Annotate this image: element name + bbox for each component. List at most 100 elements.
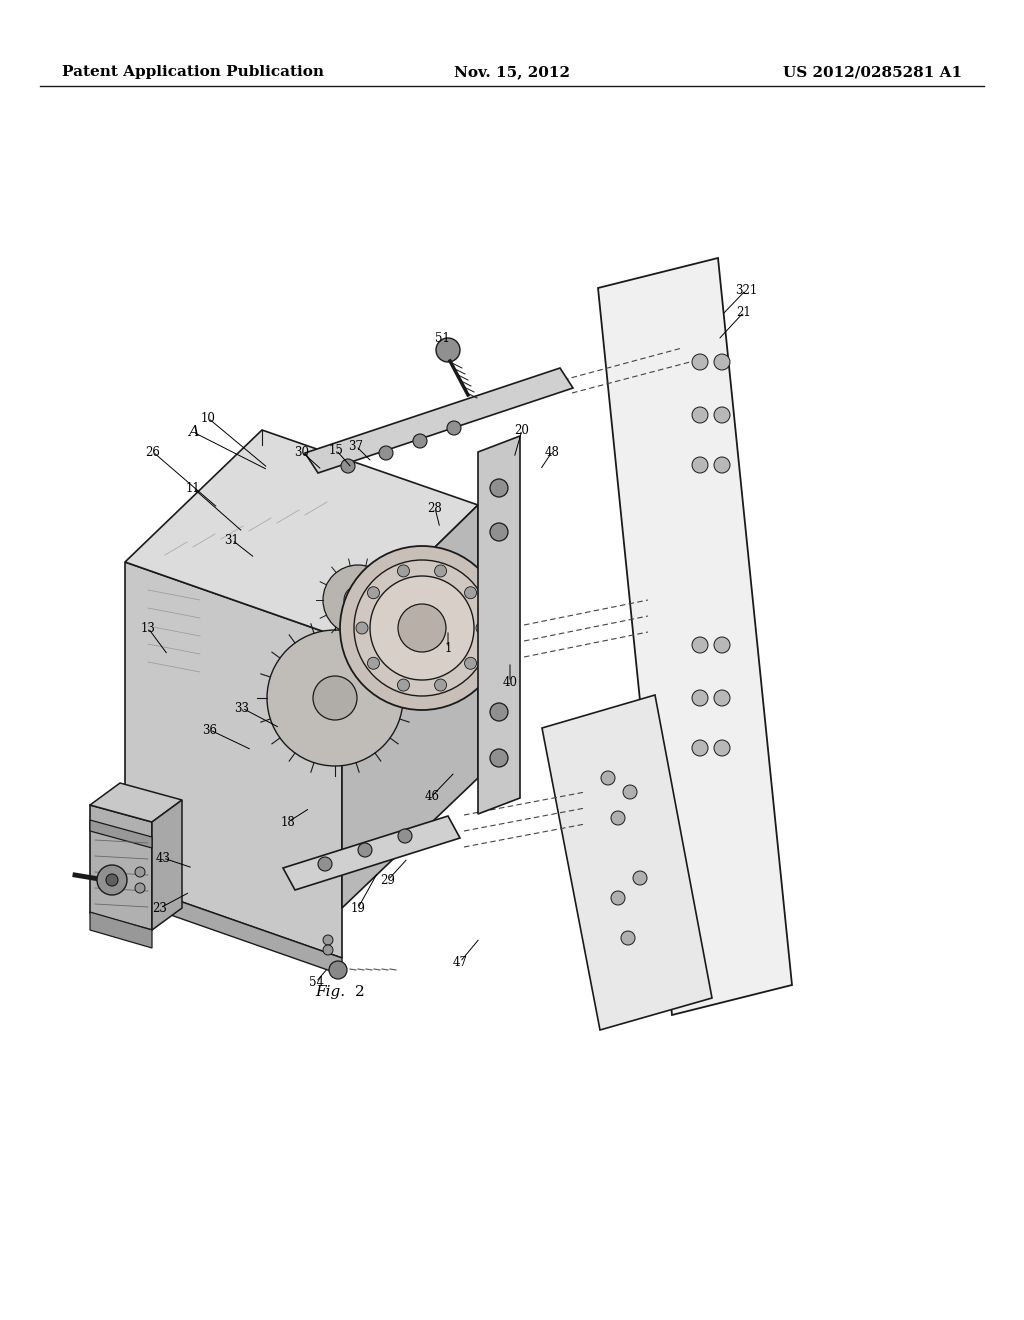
Circle shape	[368, 586, 380, 599]
Text: 54: 54	[308, 975, 324, 989]
Text: 321: 321	[735, 284, 757, 297]
Circle shape	[601, 771, 615, 785]
Circle shape	[106, 874, 118, 886]
Text: 46: 46	[425, 789, 439, 803]
Polygon shape	[598, 257, 792, 1015]
Circle shape	[633, 871, 647, 884]
Circle shape	[398, 605, 446, 652]
Circle shape	[323, 935, 333, 945]
Polygon shape	[90, 783, 182, 822]
Circle shape	[476, 622, 488, 634]
Text: 15: 15	[329, 444, 343, 457]
Circle shape	[692, 407, 708, 422]
Circle shape	[434, 565, 446, 577]
Text: 10: 10	[201, 412, 215, 425]
Circle shape	[434, 678, 446, 692]
Text: 48: 48	[545, 446, 559, 458]
Circle shape	[370, 576, 474, 680]
Text: 51: 51	[434, 331, 450, 345]
Circle shape	[490, 748, 508, 767]
Text: 23: 23	[153, 902, 168, 915]
Circle shape	[714, 741, 730, 756]
Text: US 2012/0285281 A1: US 2012/0285281 A1	[783, 65, 962, 79]
Circle shape	[714, 354, 730, 370]
Circle shape	[490, 479, 508, 498]
Circle shape	[611, 810, 625, 825]
Text: 29: 29	[381, 874, 395, 887]
Text: 18: 18	[281, 816, 295, 829]
Text: 43: 43	[156, 851, 171, 865]
Text: 28: 28	[428, 502, 442, 515]
Text: 40: 40	[503, 676, 517, 689]
Circle shape	[97, 865, 127, 895]
Text: 21: 21	[736, 305, 752, 318]
Circle shape	[358, 843, 372, 857]
Circle shape	[267, 630, 403, 766]
Circle shape	[397, 565, 410, 577]
Circle shape	[344, 586, 372, 614]
Circle shape	[398, 829, 412, 843]
Polygon shape	[542, 696, 712, 1030]
Circle shape	[490, 523, 508, 541]
Text: 11: 11	[185, 482, 201, 495]
Circle shape	[692, 690, 708, 706]
Text: 19: 19	[350, 902, 366, 915]
Text: Patent Application Publication: Patent Application Publication	[62, 65, 324, 79]
Text: 13: 13	[140, 622, 156, 635]
Circle shape	[323, 945, 333, 954]
Circle shape	[354, 560, 490, 696]
Circle shape	[436, 338, 460, 362]
Polygon shape	[125, 882, 342, 975]
Circle shape	[714, 638, 730, 653]
Text: 1: 1	[444, 642, 452, 655]
Text: 20: 20	[515, 424, 529, 437]
Text: 2: 2	[355, 985, 365, 999]
Circle shape	[318, 857, 332, 871]
Text: Nov. 15, 2012: Nov. 15, 2012	[454, 65, 570, 79]
Circle shape	[623, 785, 637, 799]
Polygon shape	[305, 368, 573, 473]
Polygon shape	[152, 800, 182, 931]
Circle shape	[397, 678, 410, 692]
Circle shape	[341, 459, 355, 473]
Circle shape	[692, 457, 708, 473]
Circle shape	[379, 446, 393, 459]
Circle shape	[611, 891, 625, 906]
Text: 31: 31	[224, 533, 240, 546]
Circle shape	[621, 931, 635, 945]
Circle shape	[714, 407, 730, 422]
Polygon shape	[125, 430, 478, 638]
Text: 47: 47	[453, 956, 468, 969]
Polygon shape	[90, 805, 152, 931]
Text: Fig.: Fig.	[315, 985, 345, 999]
Circle shape	[692, 354, 708, 370]
Polygon shape	[125, 562, 342, 958]
Text: 26: 26	[145, 446, 161, 458]
Circle shape	[368, 657, 380, 669]
Polygon shape	[342, 506, 478, 908]
Text: 30: 30	[295, 446, 309, 458]
Circle shape	[692, 741, 708, 756]
Polygon shape	[90, 912, 152, 948]
Text: A: A	[187, 425, 199, 440]
Circle shape	[465, 657, 476, 669]
Circle shape	[135, 867, 145, 876]
Circle shape	[323, 565, 393, 635]
Circle shape	[490, 704, 508, 721]
Polygon shape	[478, 436, 520, 814]
Circle shape	[329, 961, 347, 979]
Text: 36: 36	[203, 723, 217, 737]
Circle shape	[465, 586, 476, 599]
Circle shape	[313, 676, 357, 719]
Circle shape	[692, 638, 708, 653]
Polygon shape	[283, 816, 460, 890]
Text: 37: 37	[348, 440, 364, 453]
Circle shape	[340, 546, 504, 710]
Text: 33: 33	[234, 701, 250, 714]
Circle shape	[356, 622, 368, 634]
Circle shape	[447, 421, 461, 436]
Circle shape	[714, 457, 730, 473]
Polygon shape	[90, 820, 152, 847]
Circle shape	[413, 434, 427, 447]
Circle shape	[714, 690, 730, 706]
